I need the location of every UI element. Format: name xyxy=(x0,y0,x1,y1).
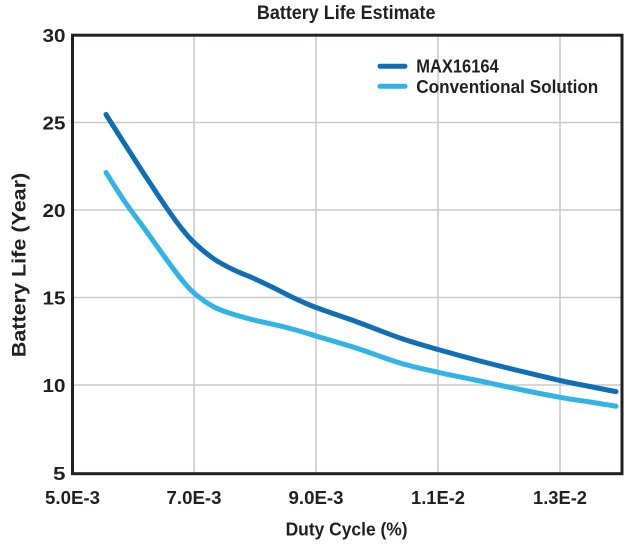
svg-text:Duty Cycle (%): Duty Cycle (%) xyxy=(286,520,408,540)
svg-text:20: 20 xyxy=(43,201,66,221)
svg-text:1.3E-2: 1.3E-2 xyxy=(533,488,587,508)
svg-text:Conventional Solution: Conventional Solution xyxy=(416,77,598,97)
svg-text:Battery Life (Year): Battery Life (Year) xyxy=(10,173,31,358)
svg-text:Battery Life Estimate: Battery Life Estimate xyxy=(257,3,436,24)
svg-text:30: 30 xyxy=(43,26,66,46)
svg-text:10: 10 xyxy=(43,376,66,396)
svg-text:25: 25 xyxy=(43,114,66,134)
svg-text:5.0E-3: 5.0E-3 xyxy=(45,488,100,508)
svg-text:MAX16164: MAX16164 xyxy=(416,57,498,77)
svg-text:15: 15 xyxy=(43,289,66,309)
svg-text:9.0E-3: 9.0E-3 xyxy=(289,488,344,508)
svg-text:5: 5 xyxy=(53,464,66,484)
svg-text:7.0E-3: 7.0E-3 xyxy=(167,488,222,508)
svg-text:1.1E-2: 1.1E-2 xyxy=(411,488,465,508)
